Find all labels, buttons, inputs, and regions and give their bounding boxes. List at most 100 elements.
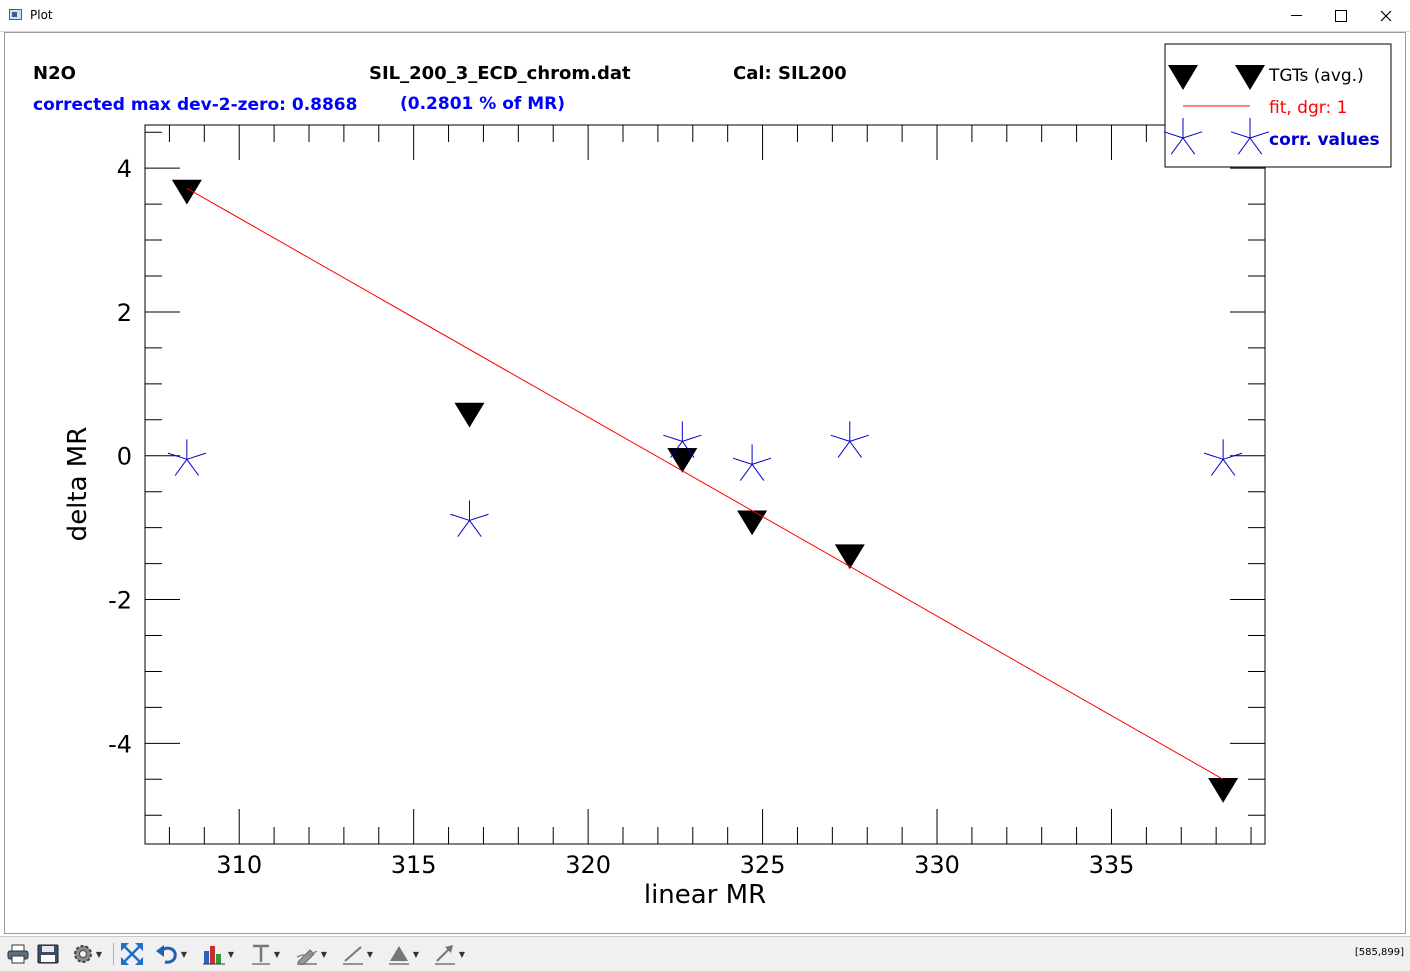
toolbar-divider [113,943,114,965]
legend-tgt-marker-2 [1235,65,1265,90]
line-tool-dropdown[interactable]: ▼ [336,942,378,966]
asterisk-stroke [186,452,207,460]
save-button[interactable] [35,942,61,966]
asterisk-stroke [830,434,850,442]
chevron-down-icon: ▼ [95,949,103,959]
maximize-button[interactable] [1318,0,1364,31]
x-tick-label: 325 [740,851,786,879]
file-label: SIL_200_3_ECD_chrom.dat [369,63,631,84]
close-button[interactable] [1363,0,1409,31]
minimize-button[interactable] [1273,0,1319,31]
minimize-icon [1290,15,1302,16]
asterisk-stroke [469,520,482,537]
tgt-point [834,544,865,570]
expand-arrows-icon [121,943,143,965]
corr-point [732,444,772,481]
x-axis-title: linear MR [644,880,766,910]
corr-point [167,439,207,476]
bar-chart-icon [202,946,225,965]
asterisk-stroke [1237,137,1251,155]
asterisk-stroke [849,441,862,458]
legend-fit-label: fit, dgr: 1 [1269,98,1347,118]
x-tick-label: 320 [565,851,611,879]
cursor-coordinates: [585,899] [1354,947,1404,958]
legend-corr-label: corr. values [1269,130,1380,150]
chevron-down-icon: ▼ [412,949,420,959]
asterisk-stroke [186,459,200,476]
asterisk-stroke [1203,452,1224,460]
plot-frame [4,32,1406,934]
asterisk-stroke [1182,131,1203,139]
undo-dropdown[interactable]: ▼ [150,942,192,966]
pen-tool-icon [296,949,318,965]
shape-tool-dropdown[interactable]: ▼ [382,942,424,966]
tgt-point [171,179,202,205]
fit-line [186,187,1224,780]
legend: TGTs (avg.) fit, dgr: 1 corr. values [1163,43,1392,168]
asterisk-stroke [682,434,702,442]
gear-icon [73,945,92,963]
y-tick-label: -2 [108,587,132,615]
text-tool-dropdown[interactable]: ▼ [244,942,286,966]
zoom-fit-button[interactable] [118,942,146,966]
bottom-toolbar: ▼ ▼ ▼ ▼ [0,936,1410,971]
asterisk-stroke [1249,131,1270,139]
legend-corr-marker [1163,118,1203,155]
chevron-down-icon: ▼ [320,949,328,959]
arrow-tool-icon [434,945,455,965]
title-bar: Plot [0,0,1410,32]
chevron-down-icon: ▼ [458,949,466,959]
triangle-shape-icon [388,946,409,965]
corr-point [663,421,702,458]
legend-tgt-label: TGTs (avg.) [1268,66,1364,86]
plot-area [144,124,1266,845]
corr-point [830,421,869,458]
y-axis-title: delta MR [63,427,93,542]
asterisk-stroke [837,441,851,458]
print-button[interactable] [5,942,31,966]
asterisk-stroke [739,464,753,481]
x-tick-label: 335 [1089,851,1135,879]
y-tick-label: 0 [117,443,132,471]
close-icon [1380,10,1392,21]
settings-dropdown[interactable]: ▼ [66,942,108,966]
chart-type-dropdown[interactable]: ▼ [197,942,239,966]
asterisk-stroke [1222,459,1236,476]
asterisk-stroke [732,457,753,465]
asterisk-stroke [1230,131,1251,139]
floppy-disk-icon [37,944,59,964]
species-label: N2O [33,63,76,84]
asterisk-stroke [751,464,765,481]
percent-label: (0.2801 % of MR) [400,94,565,114]
line-tool-icon [342,946,363,965]
tgt-point [1208,778,1239,803]
asterisk-stroke [1249,137,1263,155]
chevron-down-icon: ▼ [366,949,374,959]
asterisk-stroke [1163,131,1184,139]
asterisk-stroke [450,513,470,521]
text-tool-icon [251,944,270,965]
asterisk-stroke [849,434,869,442]
legend-tgt-marker-1 [1168,65,1198,90]
y-tick-label: -4 [108,730,132,758]
printer-icon [7,944,29,964]
chevron-down-icon: ▼ [180,949,188,959]
asterisk-stroke [681,441,695,458]
asterisk-stroke [1182,137,1196,155]
asterisk-stroke [167,452,188,460]
asterisk-stroke [457,520,470,537]
undo-icon [155,945,177,964]
pen-tool-dropdown[interactable]: ▼ [290,942,332,966]
plot-canvas[interactable]: N2O SIL_200_3_ECD_chrom.dat Cal: SIL200 … [0,0,1410,936]
window-title: Plot [30,8,53,22]
cal-label: Cal: SIL200 [733,63,847,84]
x-tick-label: 330 [914,851,960,879]
asterisk-stroke [751,457,772,465]
asterisk-stroke [174,459,188,476]
asterisk-stroke [663,434,683,442]
tgt-point [737,510,768,536]
corr-point [1203,439,1243,476]
arrow-tool-dropdown[interactable]: ▼ [428,942,470,966]
tgt-point [667,447,698,473]
asterisk-stroke [670,441,683,458]
